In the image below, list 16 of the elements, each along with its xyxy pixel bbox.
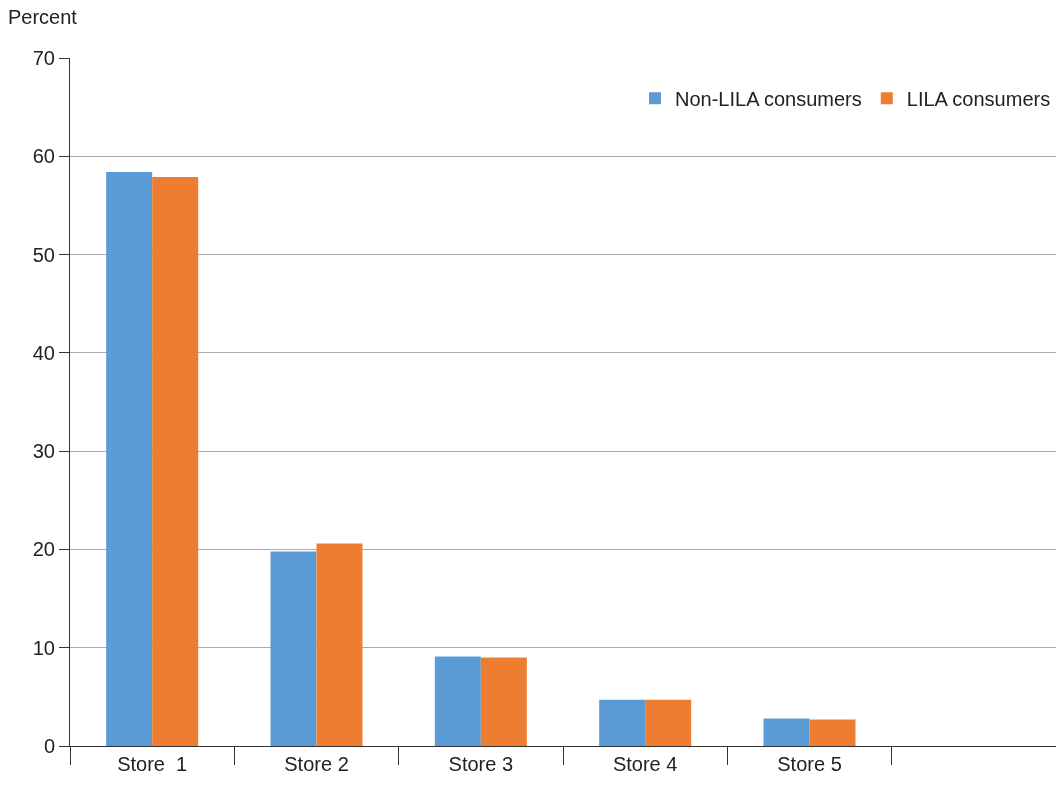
- y-tick-label: 40: [32, 341, 55, 364]
- legend-label: LILA consumers: [906, 87, 1051, 110]
- y-axis-title: Percent: [8, 6, 78, 28]
- y-tick-label: 60: [32, 145, 55, 168]
- x-tick-label: Store 2: [284, 753, 349, 775]
- y-tick-label: 50: [32, 243, 55, 266]
- y-tick-label: 20: [32, 538, 55, 561]
- legend-label: Non-LILA consumers: [675, 87, 862, 110]
- x-tick-label: Store 4: [612, 753, 678, 775]
- x-tick-label: Store 1: [117, 753, 188, 775]
- x-tick-label: Store 5: [777, 753, 842, 775]
- y-tick-label: 10: [32, 636, 55, 659]
- y-tick-label: 0: [43, 735, 55, 757]
- x-tick-label: Store 3: [448, 753, 514, 775]
- y-tick-label: 70: [32, 47, 55, 69]
- y-tick-label: 30: [32, 440, 55, 463]
